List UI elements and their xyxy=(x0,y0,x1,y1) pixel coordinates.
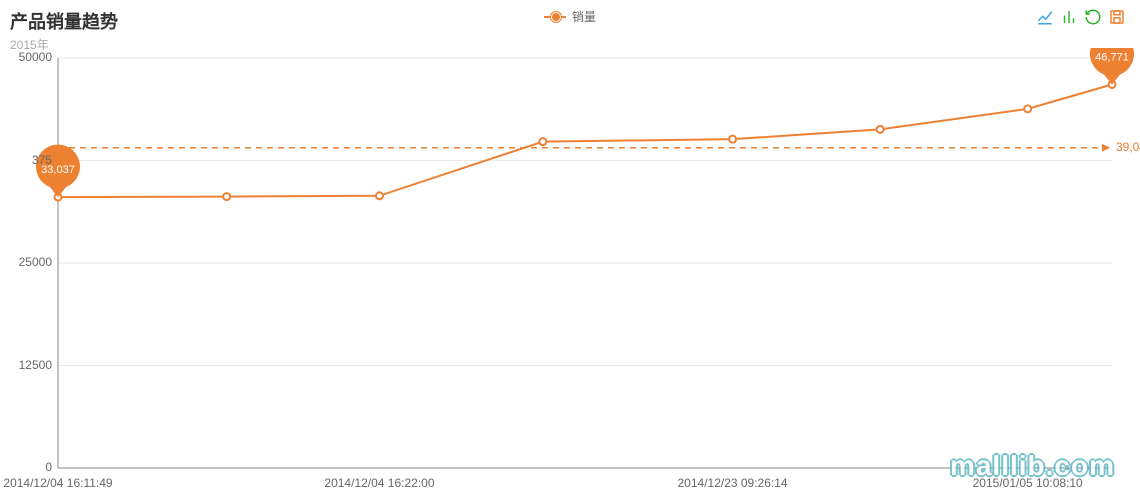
chart-legend[interactable]: 销量 xyxy=(544,8,596,25)
y-tick-label: 0 xyxy=(2,460,52,474)
mark-point: 46,771 xyxy=(1090,48,1134,84)
y-tick-label: 50000 xyxy=(2,50,52,64)
x-tick-label: 2014/12/23 09:26:14 xyxy=(677,476,787,490)
svg-text:46,771: 46,771 xyxy=(1095,51,1129,63)
x-tick-label: 2014/12/04 16:22:00 xyxy=(324,476,434,490)
y-tick-label: 12500 xyxy=(2,358,52,372)
restore-icon[interactable] xyxy=(1084,8,1102,26)
chart-title: 产品销量趋势 xyxy=(10,8,118,34)
chart-area: 33,03746,771 2014/12/04 16:11:49 2014/12/… xyxy=(0,48,1140,498)
watermark: malllib.com xyxy=(950,450,1115,482)
bar-chart-icon[interactable] xyxy=(1060,8,1078,26)
line-chart-icon[interactable] xyxy=(1036,8,1054,26)
y-tick-label: 375 xyxy=(2,153,52,167)
x-tick-label: 2014/12/04 16:11:49 xyxy=(3,476,112,490)
chart-toolbar xyxy=(1036,8,1126,26)
average-label: 39,047.88 xyxy=(1116,140,1140,154)
chart-header: 产品销量趋势 2015年 xyxy=(10,8,118,53)
legend-label: 销量 xyxy=(572,8,596,25)
save-icon[interactable] xyxy=(1108,8,1126,26)
y-tick-label: 25000 xyxy=(2,255,52,269)
legend-marker-icon xyxy=(544,16,566,18)
chart-svg: 33,03746,771 xyxy=(0,48,1140,498)
